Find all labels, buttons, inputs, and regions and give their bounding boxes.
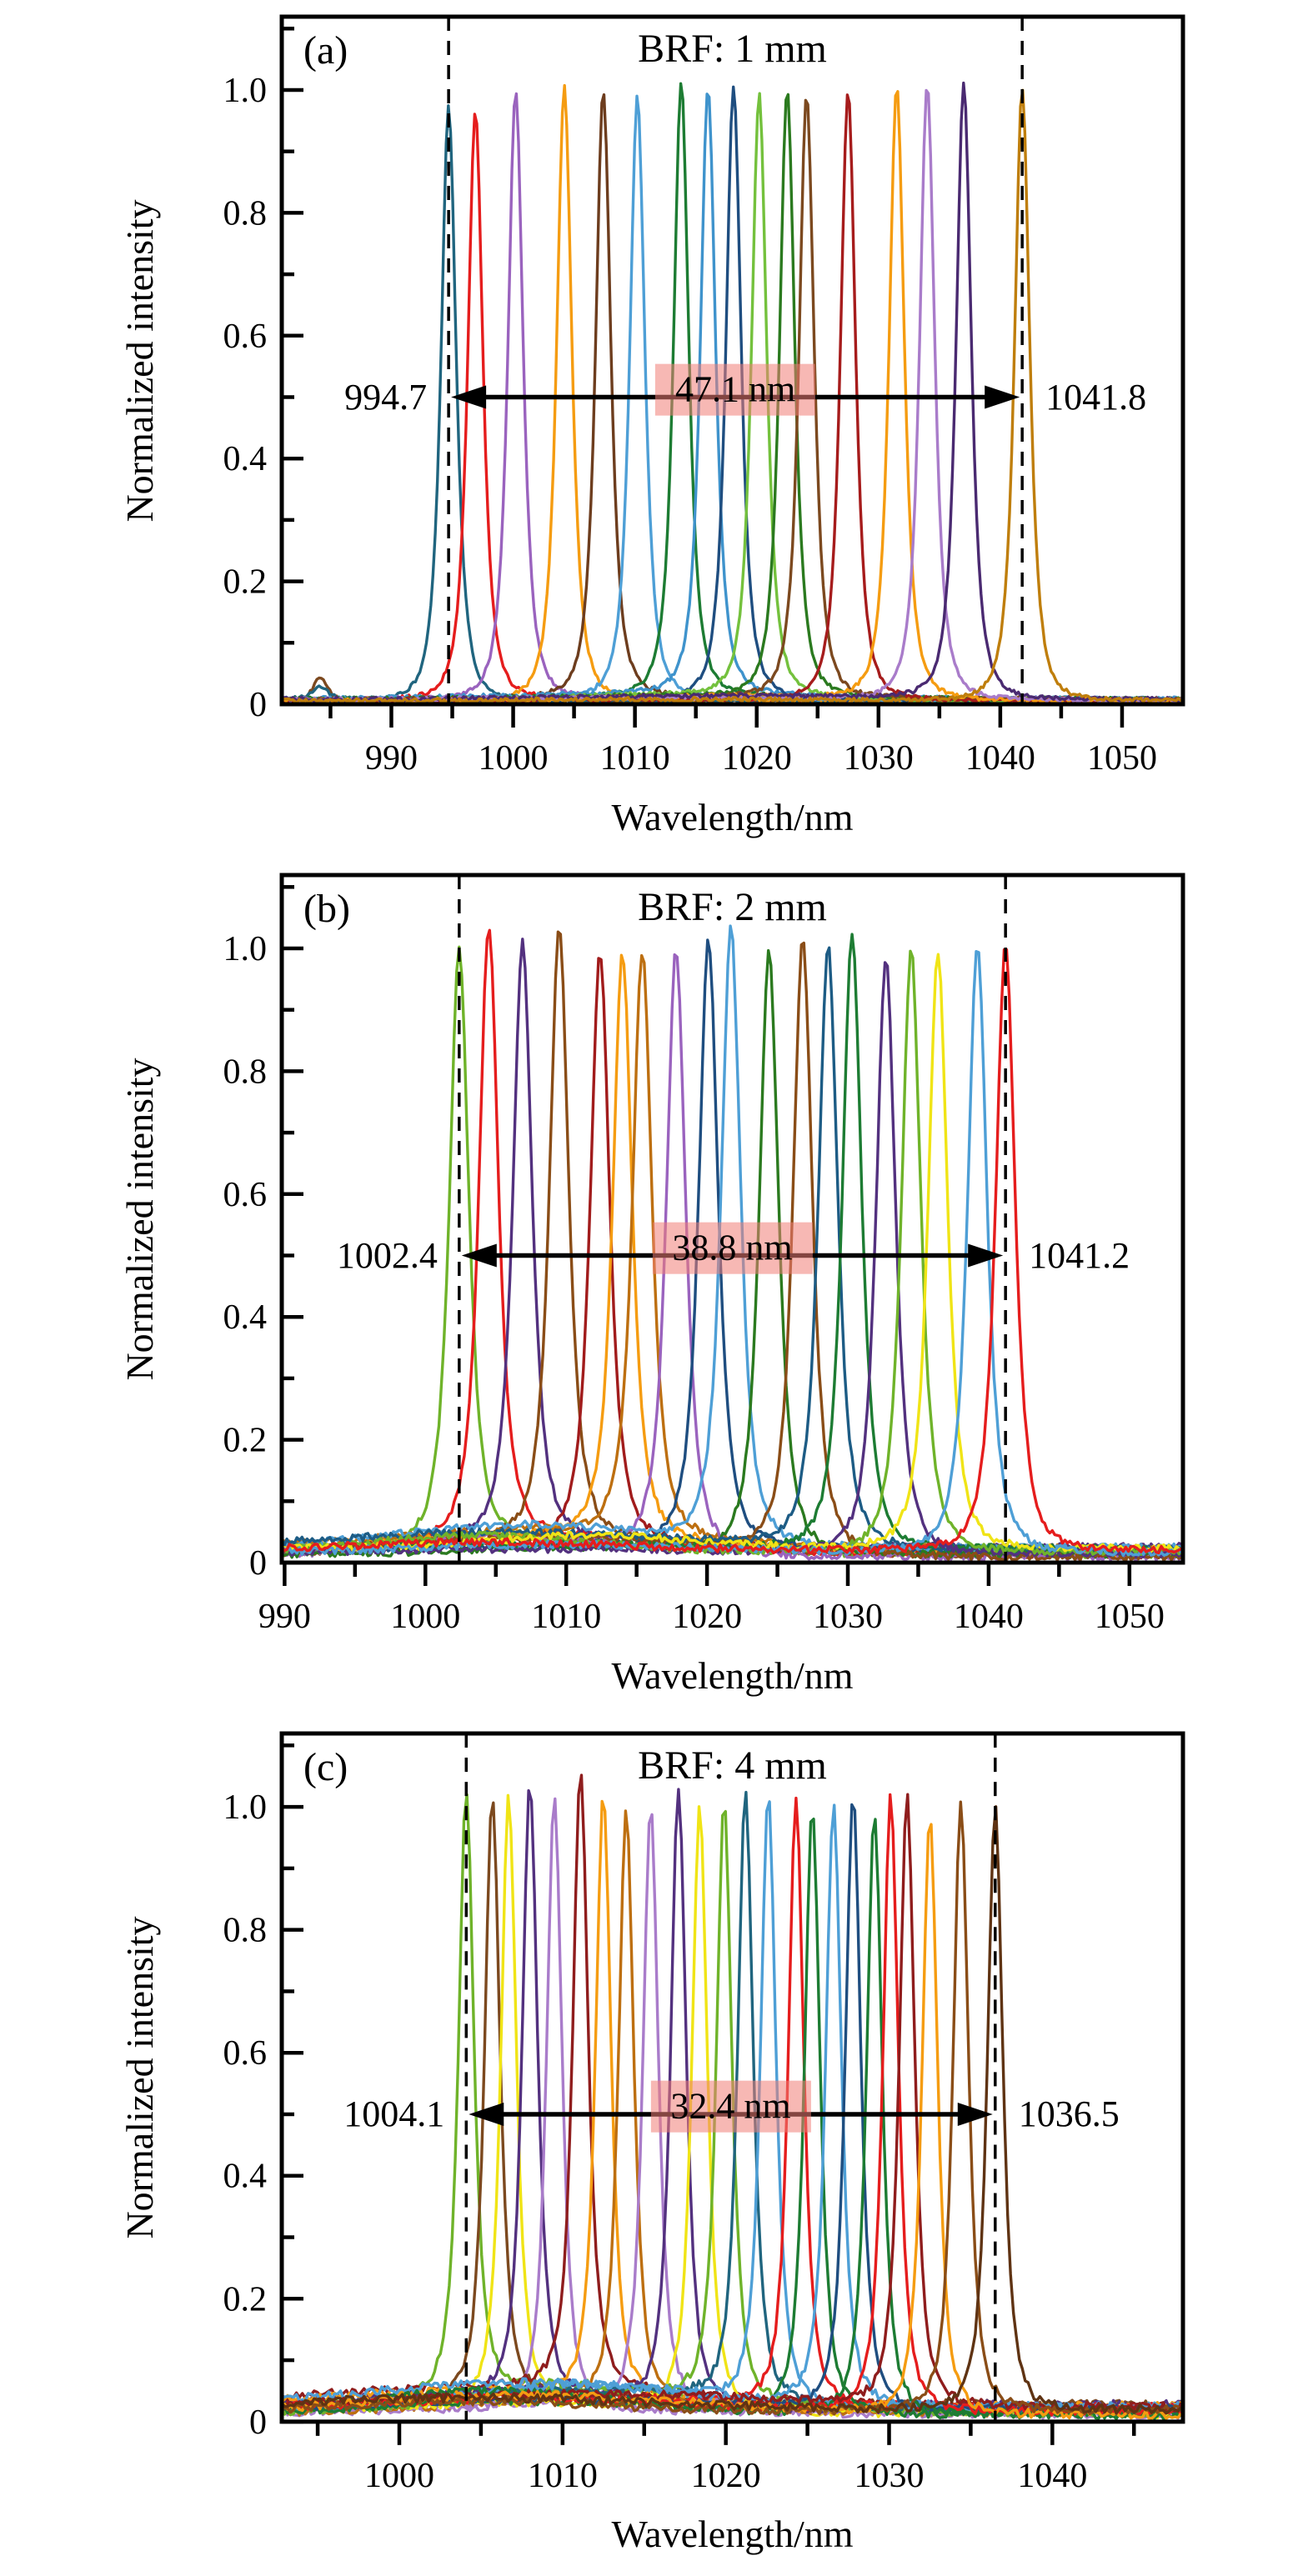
tuning-range-max-label: 1041.2: [1029, 1234, 1130, 1276]
y-axis-label: Normalized intensity: [118, 1057, 161, 1381]
tuning-range-max-label: 1041.8: [1045, 376, 1147, 418]
spectrum-curve: [282, 948, 1183, 1555]
x-tick-label: 1000: [390, 1598, 460, 1636]
spectra-plot-a: 990 1000 1010 1020 1030 1040 1050 0 0.2 0.4 0.6 0.8…: [223, 14, 1185, 778]
x-tick-label: 1000: [479, 739, 549, 778]
y-axis-label: Normalized intensity: [118, 1915, 161, 2239]
y-tick-label: 1.0: [223, 930, 268, 968]
y-tick-label: 0.4: [223, 1298, 268, 1337]
y-tick-label: 0.6: [223, 318, 268, 356]
y-tick-label: 0.2: [223, 1422, 268, 1460]
x-tick-label: 1050: [1087, 739, 1157, 778]
y-tick-label: 0.4: [223, 2158, 267, 2196]
x-tick-label: 1010: [531, 1598, 601, 1636]
y-tick-label: 0.8: [223, 194, 268, 233]
x-tick-label: 990: [365, 739, 418, 778]
x-tick-label: 990: [258, 1598, 311, 1636]
spectrum-curve: [282, 81, 1183, 703]
tuning-range-min-label: 994.7: [344, 376, 428, 418]
y-tick-label: 0: [249, 1544, 267, 1583]
x-axis-label: Wavelength/nm: [611, 1654, 854, 1697]
y-tick-label: 1.0: [223, 72, 268, 110]
panel-letter: (b): [303, 887, 350, 931]
y-tick-label: 0.8: [223, 1912, 267, 1950]
x-axis-label: Wavelength/nm: [611, 796, 854, 838]
tuning-span-label: 32.4 nm: [650, 2080, 811, 2133]
panel-letter: (a): [303, 28, 348, 73]
x-tick-label: 1010: [528, 2457, 598, 2495]
spectrum-curve: [282, 88, 1183, 704]
x-tick-label: 1030: [854, 2457, 925, 2495]
x-tick-label: 1030: [813, 1598, 883, 1636]
tuning-span-label: 38.8 nm: [652, 1222, 813, 1274]
x-tick-label: 1030: [844, 739, 914, 778]
y-tick-label: 1.0: [223, 1788, 267, 1827]
y-tick-label: 0.4: [223, 440, 268, 478]
x-tick-label: 1020: [722, 739, 792, 778]
spectra-plot-c: 1000 1010 1020 1030 1040 0 0.2 0.4 0.6 0.8 1.0: [223, 1731, 1185, 2495]
tuning-range-min-label: 1004.1: [343, 2093, 445, 2134]
panel-letter: (c): [303, 1745, 348, 1789]
spectrum-curve: [282, 1793, 1183, 2413]
y-tick-label: 0.2: [223, 563, 268, 602]
x-tick-label: 1050: [1095, 1598, 1165, 1636]
y-tick-label: 0.2: [223, 2280, 267, 2318]
y-tick-label: 0.8: [223, 1053, 268, 1091]
x-tick-label: 1040: [1017, 2457, 1087, 2495]
panel-a: 990 1000 1010 1020 1030 1040 1050 0 0.2 0.4 0.6 0.8…: [0, 0, 1313, 858]
y-axis-label: Normalized intensity: [118, 198, 161, 523]
x-tick-label: 1040: [954, 1598, 1024, 1636]
spectra-plot-b: 990 1000 1010 1020 1030 1040 1050 0 0.2 0.4 0.6 0.8…: [223, 873, 1185, 1636]
x-tick-label: 1000: [364, 2457, 434, 2495]
x-tick-label: 1040: [965, 739, 1035, 778]
x-tick-label: 1010: [600, 739, 670, 778]
panel-title: BRF: 2 mm: [638, 885, 827, 929]
x-tick-label: 1020: [672, 1598, 742, 1636]
y-tick-label: 0: [249, 686, 267, 724]
tuning-range-max-label: 1036.5: [1018, 2093, 1120, 2134]
x-tick-label: 1020: [691, 2457, 761, 2495]
x-axis-label: Wavelength/nm: [611, 2513, 854, 2555]
y-tick-label: 0.6: [223, 1176, 268, 1214]
spectrum-curve: [282, 1805, 1182, 2415]
y-tick-label: 0: [249, 2403, 267, 2442]
panel-b: 990 1000 1010 1020 1030 1040 1050 0 0.2 0.4 0.6 0.8…: [0, 858, 1313, 1717]
panel-title: BRF: 4 mm: [638, 1743, 827, 1788]
tuning-span-label: 47.1 nm: [655, 363, 816, 416]
panel-c: 1000 1010 1020 1030 1040 0 0.2 0.4 0.6 0.8 1.0 Nor…: [0, 1717, 1313, 2576]
panel-title: BRF: 1 mm: [638, 27, 827, 71]
spectrum-curve: [282, 953, 1183, 1553]
tuning-range-min-label: 1002.4: [336, 1234, 438, 1276]
y-tick-label: 0.6: [223, 2034, 267, 2073]
